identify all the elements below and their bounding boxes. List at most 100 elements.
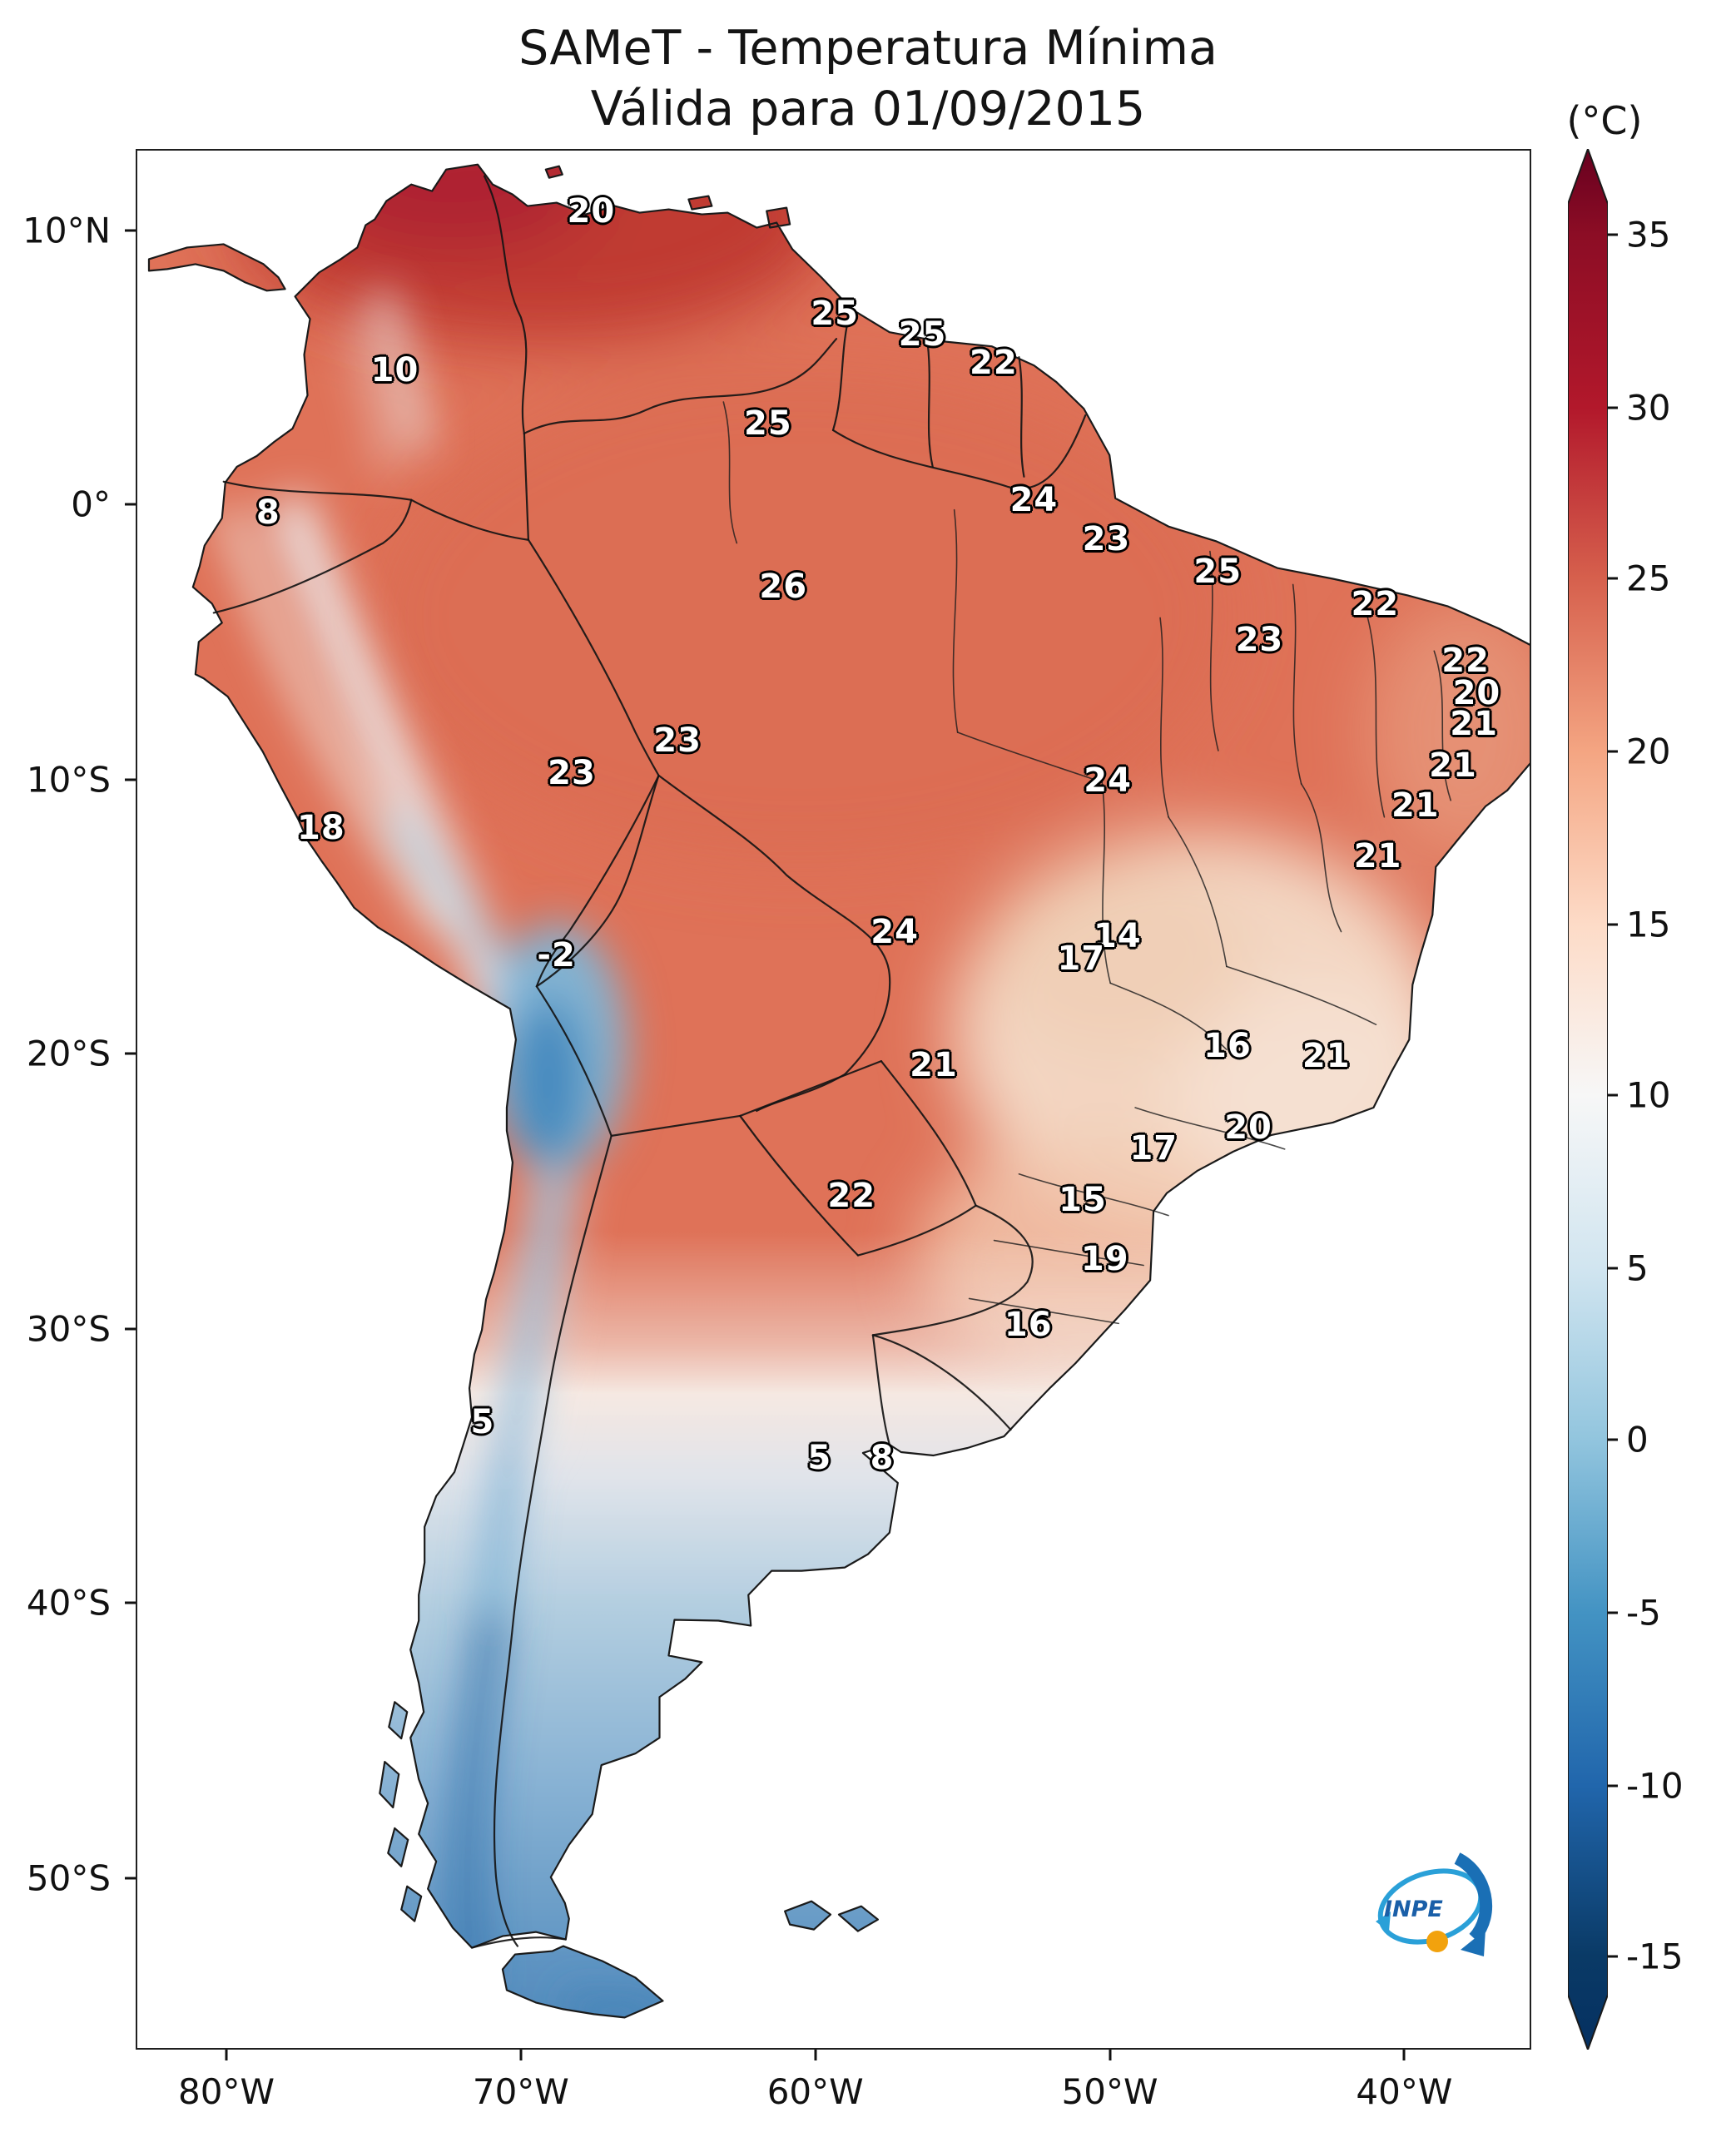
temperature-value-label: 20	[1452, 674, 1501, 713]
temperature-value-label: 8	[255, 493, 280, 533]
orbit-arrowhead-icon	[1376, 1912, 1391, 1931]
colorbar-tick-label: -5	[1626, 1592, 1661, 1634]
x-axis-tick-label: 40°W	[1356, 2071, 1453, 2112]
temperature-value-label: 16	[1203, 1027, 1252, 1066]
colorbar	[1568, 149, 1608, 2050]
temperature-value-label: 22	[1441, 642, 1490, 681]
temperature-value-label: 18	[296, 808, 345, 847]
x-axis-tick-label: 80°W	[178, 2071, 275, 2112]
temperature-value-label: 5	[470, 1402, 495, 1441]
colorbar-tick-mark	[1608, 577, 1618, 580]
temperature-value-label: -2	[537, 935, 576, 974]
colorbar-tick-labels: 35 30 25 20 15 10 5 0 -5 -10 -15	[1608, 149, 1736, 2050]
colorbar-tick-label: -15	[1626, 1936, 1684, 1977]
temperature-value-label: 22	[970, 344, 1018, 383]
colorbar-tick-label: 0	[1626, 1419, 1649, 1460]
x-axis-tick-label: 70°W	[472, 2071, 569, 2112]
y-axis-tick-mark	[125, 1052, 136, 1055]
temperature-labels-layer: 20 25 25 22 10 25 24 23 8 25 26 22 23 22 20 21 23 23 21 24 2…	[137, 151, 1530, 2048]
colorbar-tick-mark	[1608, 1784, 1618, 1788]
temperature-value-label: 21	[1429, 746, 1477, 785]
temperature-value-label: 21	[1353, 837, 1402, 876]
arrowhead-icon	[1461, 1930, 1486, 1956]
colorbar-tick-mark	[1608, 1267, 1618, 1270]
colorbar-tick-mark	[1608, 1955, 1618, 1958]
x-axis-tick-mark	[814, 2050, 817, 2060]
colorbar-tick-mark	[1608, 750, 1618, 753]
y-axis-tick-label: 10°N	[22, 210, 111, 251]
y-axis-tick-mark	[125, 503, 136, 506]
temperature-value-label: 23	[653, 721, 702, 761]
colorbar-tick-mark	[1608, 406, 1618, 409]
x-axis-tick-mark	[1402, 2050, 1406, 2060]
temperature-value-label: 8	[870, 1438, 895, 1477]
temperature-value-label: 21	[1391, 786, 1440, 825]
temperature-value-label: 23	[548, 753, 596, 792]
map-subtitle: Válida para 01/09/2015	[590, 81, 1146, 136]
colorbar-tick-label: 5	[1626, 1247, 1649, 1289]
y-axis-tick-label: 10°S	[26, 759, 111, 801]
y-axis-tick-mark	[125, 1877, 136, 1880]
y-axis: 10°N 0° 10°S 20°S 30°S 40°S 50°S	[0, 149, 136, 2050]
colorbar-tick-label: 15	[1626, 904, 1671, 945]
temperature-value-label: 14	[1093, 916, 1142, 955]
temperature-value-label: 21	[910, 1045, 958, 1084]
inpe-logo: INPE	[1359, 1840, 1509, 1981]
temperature-value-label: 10	[370, 351, 419, 390]
temperature-value-label: 24	[1009, 480, 1059, 519]
y-axis-tick-label: 30°S	[26, 1308, 111, 1350]
temperature-value-label: 20	[1224, 1108, 1272, 1148]
temperature-value-label: 25	[744, 404, 792, 444]
colorbar-tick-mark	[1608, 1611, 1618, 1614]
temperature-value-label: 21	[1450, 704, 1498, 743]
temperature-value-label: 16	[1004, 1306, 1053, 1345]
y-axis-tick-label: 0°	[71, 483, 111, 525]
colorbar-tick-label: 25	[1626, 558, 1671, 599]
temperature-value-label: 25	[1193, 553, 1242, 592]
colorbar-tick-mark	[1608, 233, 1618, 236]
x-axis: 80°W 70°W 60°W 50°W 40°W	[136, 2050, 1531, 2141]
x-axis-tick-mark	[1109, 2050, 1112, 2060]
temperature-value-label: 5	[807, 1438, 832, 1477]
temperature-value-label: 15	[1059, 1180, 1107, 1219]
temperature-value-label: 17	[1057, 940, 1106, 979]
y-axis-tick-mark	[125, 229, 136, 232]
x-axis-tick-mark	[225, 2050, 228, 2060]
colorbar-tick-label: -10	[1626, 1765, 1684, 1807]
temperature-value-label: 22	[1351, 584, 1400, 623]
orange-dot-icon	[1426, 1931, 1448, 1952]
temperature-value-label: 17	[1129, 1129, 1178, 1168]
colorbar-tick-label: 10	[1626, 1074, 1671, 1116]
y-axis-tick-label: 20°S	[26, 1033, 111, 1074]
temperature-value-label: 25	[811, 295, 860, 334]
temperature-value-label: 26	[759, 568, 808, 607]
south-america-temperature-map	[147, 163, 1530, 2019]
temperature-value-label: 23	[1082, 520, 1131, 559]
title-block: SAMeT - Temperatura Mínima Válida para 0…	[0, 18, 1736, 140]
temperature-value-label: 23	[1235, 621, 1284, 660]
map-title: SAMeT - Temperatura Mínima	[518, 21, 1218, 76]
colorbar-unit-label: (°C)	[1566, 98, 1643, 143]
state-borders	[722, 401, 1452, 1325]
colorbar-tick-label: 20	[1626, 731, 1671, 772]
y-axis-tick-label: 50°S	[26, 1857, 111, 1899]
temperature-value-label: 19	[1080, 1239, 1129, 1278]
y-axis-tick-mark	[125, 1601, 136, 1604]
colorbar-tick-label: 30	[1626, 387, 1671, 429]
temperature-value-label: 22	[827, 1177, 876, 1216]
colorbar-tick-mark	[1608, 923, 1618, 926]
temperature-value-label: 21	[1302, 1036, 1351, 1075]
y-axis-tick-label: 40°S	[26, 1582, 111, 1624]
temperature-value-label: 24	[870, 913, 919, 952]
country-borders	[212, 175, 1087, 1949]
y-axis-tick-mark	[125, 778, 136, 781]
x-axis-tick-label: 60°W	[766, 2071, 864, 2112]
colorbar-gradient-bar	[1568, 149, 1608, 2050]
colorbar-tick-mark	[1608, 1093, 1618, 1097]
temperature-value-label: 25	[898, 315, 947, 355]
y-axis-tick-mark	[125, 1327, 136, 1331]
map-plot-area: 20 25 25 22 10 25 24 23 8 25 26 22 23 22 20 21 23 23 21 24 2…	[136, 149, 1531, 2050]
x-axis-tick-label: 50°W	[1061, 2071, 1158, 2112]
colorbar-tick-mark	[1608, 1438, 1618, 1441]
